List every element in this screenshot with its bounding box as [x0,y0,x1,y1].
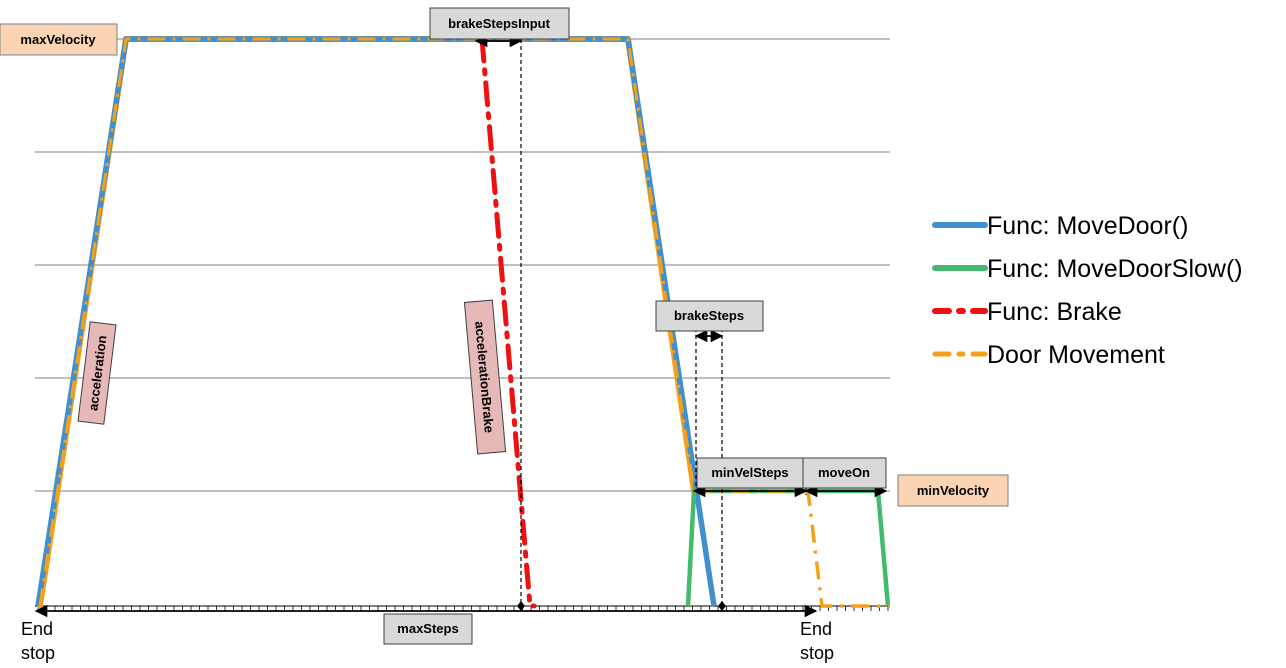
door-movement-line [37,36,697,609]
label-max-velocity: maxVelocity [0,23,118,56]
brake-steps-end-marker [718,601,726,611]
legend-item-move-door-slow: Func: MoveDoorSlow() [932,255,1243,283]
legend-label-brake: Func: Brake [987,298,1122,326]
brake-steps-text: brakeSteps [674,308,744,323]
label-move-on: moveOn [802,457,887,489]
label-brake-steps: brakeSteps [655,300,764,332]
legend-item-move-door: Func: MoveDoor() [932,212,1188,240]
label-brake-steps-input: brakeStepsInput [429,7,570,40]
legend-item-brake: Func: Brake [932,298,1122,326]
brake-end-marker [517,601,525,611]
max-steps-text: maxSteps [397,621,458,636]
legend: Func: MoveDoor() Func: MoveDoorSlow() Fu… [932,212,1243,369]
max-velocity-text: maxVelocity [20,32,96,47]
door-movement-overlay [38,37,696,607]
gridlines [35,38,890,492]
end-stop-right: End stop [800,619,834,663]
door-movement-min-velocity [694,489,890,608]
label-min-velocity: minVelocity [897,474,1009,507]
end-stop-left-line1: End [21,619,53,639]
label-acceleration: acceleration [77,321,117,425]
end-stop-right-line1: End [800,619,832,639]
end-stop-left: End stop [21,619,55,663]
move-door-slow-line [685,488,891,607]
label-min-vel-steps: minVelSteps [696,457,805,489]
legend-label-door-movement: Door Movement [987,341,1165,369]
min-velocity-text: minVelocity [917,483,990,498]
legend-label-move-door: Func: MoveDoor() [987,212,1188,240]
label-max-steps: maxSteps [383,613,473,645]
brake-steps-input-text: brakeStepsInput [448,16,551,31]
label-acceleration-brake: accelerationBrake [463,299,507,455]
legend-item-door-movement: Door Movement [932,341,1165,369]
end-stop-right-line2: stop [800,643,834,663]
min-vel-steps-text: minVelSteps [711,465,788,480]
legend-label-move-door-slow: Func: MoveDoorSlow() [987,255,1243,283]
move-on-text: moveOn [818,465,870,480]
point-markers [517,601,726,611]
end-stop-left-line2: stop [21,643,55,663]
move-door-line [35,36,717,607]
dimension-arrows [34,34,888,618]
